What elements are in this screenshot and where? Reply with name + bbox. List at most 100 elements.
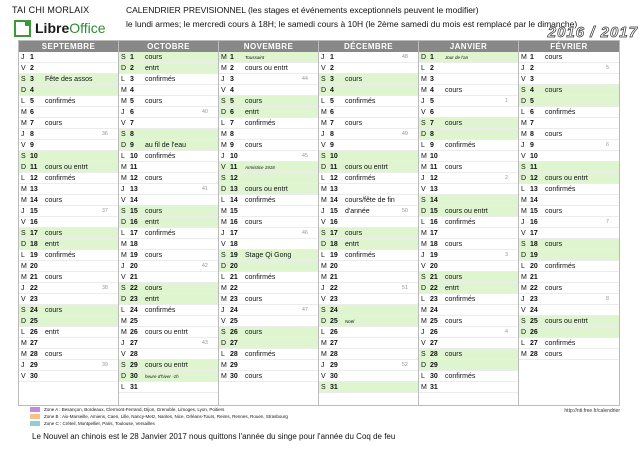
day-number: 24 [330, 306, 338, 314]
day-row: M 13 [19, 184, 118, 195]
day-letter: D [421, 207, 427, 215]
day-row: M 11 cours [419, 162, 518, 173]
day-number: 17 [30, 229, 38, 237]
day-letter: D [521, 97, 527, 105]
day-row: L 14 confirmés [219, 195, 318, 206]
day-row: M 28 cours [19, 349, 118, 360]
day-number: 28 [30, 350, 38, 358]
day-row: L 6 confirmés [519, 107, 619, 118]
day-number: 18 [230, 240, 238, 248]
day-number: 21 [530, 273, 538, 281]
day-row: S 5 cours [219, 96, 318, 107]
week-number: 51 [401, 284, 408, 291]
day-event: confirmés [245, 350, 276, 358]
day-letter: S [521, 86, 526, 94]
day-number: 15 [530, 207, 538, 215]
day-number: 16 [530, 218, 538, 226]
day-row: S 3 Fête des assos [19, 74, 118, 85]
day-number: 3 [530, 75, 534, 83]
day-event: confirmés [545, 339, 576, 347]
day-letter: V [321, 372, 326, 380]
day-row: S 1 cours [119, 52, 218, 63]
day-number: 25 [230, 317, 238, 325]
day-number: 25 [530, 317, 538, 325]
day-row: M 19 cours [119, 250, 218, 261]
day-letter: J [421, 97, 425, 105]
day-letter: S [221, 328, 226, 336]
day-letter: L [221, 119, 225, 127]
day-letter: D [21, 240, 27, 248]
day-event: Jour de l'an [445, 54, 469, 60]
day-row: J 12 2 [419, 173, 518, 184]
day-row: L 3 confirmés [119, 74, 218, 85]
day-row: J 8 36 [19, 129, 118, 140]
day-letter: M [21, 273, 27, 281]
day-number: 6 [430, 108, 434, 116]
day-number: 1 [430, 53, 434, 61]
day-row: M 28 [319, 349, 418, 360]
week-number: 42 [201, 262, 208, 269]
day-letter: M [21, 262, 27, 270]
month-header: DÉCEMBRE [319, 41, 418, 52]
day-event: confirmés [45, 251, 76, 259]
day-row: S 10 [319, 151, 418, 162]
day-letter: M [421, 240, 427, 248]
day-event: cours ou entrt [45, 163, 88, 171]
day-letter: V [221, 163, 226, 171]
week-number: 41 [201, 185, 208, 192]
day-number: 23 [230, 295, 238, 303]
day-number: 29 [330, 361, 338, 369]
day-letter: J [321, 284, 325, 292]
day-letter: V [121, 196, 126, 204]
day-letter: L [221, 273, 225, 281]
day-number: 28 [530, 350, 538, 358]
day-letter: L [21, 328, 25, 336]
day-number: 16 [430, 218, 438, 226]
day-event: d'année [345, 207, 370, 215]
day-row: D 1 Jour de l'an [419, 52, 518, 63]
day-number: 25 [330, 317, 338, 325]
day-number: 14 [530, 196, 538, 204]
day-letter: M [221, 295, 227, 303]
zone-label: Zone C : Créteil, Montpellier, Paris, To… [44, 421, 155, 426]
day-number: 13 [230, 185, 238, 193]
day-number: 5 [330, 97, 334, 105]
day-event: confirmés [545, 185, 576, 193]
day-number: 27 [230, 339, 238, 347]
day-letter: V [21, 64, 26, 72]
day-letter: L [421, 141, 425, 149]
day-letter: V [521, 229, 526, 237]
day-row: M 1 cours [519, 52, 619, 63]
day-letter: V [421, 339, 426, 347]
day-event: cours [445, 350, 463, 358]
day-letter: M [321, 119, 327, 127]
day-event: cours [45, 350, 63, 358]
day-number: 15 [430, 207, 438, 215]
week-number: 50 [401, 207, 408, 214]
day-event: Stage Qi Gong [245, 251, 292, 259]
day-row: L 12 confirmés [19, 173, 118, 184]
day-letter: S [21, 152, 26, 160]
day-number: 11 [530, 163, 538, 171]
day-letter: M [121, 240, 127, 248]
day-row: L 27 confirmés [519, 338, 619, 349]
header-line-2: le lundi armes; le mercredi cours à 18H;… [126, 19, 578, 29]
day-row: J 23 8 [519, 294, 619, 305]
day-row: L 9 confirmés [419, 140, 518, 151]
day-row: M 11 [119, 162, 218, 173]
day-letter: L [121, 383, 125, 391]
day-event: cours ou entrt [345, 163, 388, 171]
day-event: heure d'hiver -1h [145, 373, 179, 379]
day-letter: M [21, 108, 27, 116]
day-row: D 25 [19, 316, 118, 327]
day-letter: M [221, 53, 227, 61]
chinese-new-year-note: Le Nouvel an chinois est le 28 Janvier 2… [32, 432, 396, 441]
day-number: 13 [430, 185, 438, 193]
